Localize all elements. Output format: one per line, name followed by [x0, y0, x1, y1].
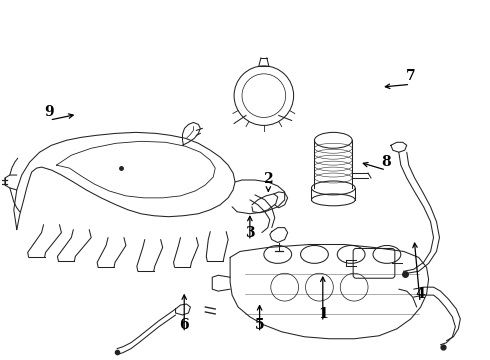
- Text: 9: 9: [45, 105, 54, 119]
- Text: 5: 5: [255, 318, 265, 332]
- Text: 6: 6: [179, 318, 189, 332]
- Text: 7: 7: [406, 69, 415, 84]
- Text: 1: 1: [318, 307, 328, 321]
- Text: 4: 4: [415, 287, 425, 301]
- Text: 3: 3: [245, 226, 255, 240]
- Text: 8: 8: [381, 155, 391, 169]
- Text: 2: 2: [264, 172, 273, 186]
